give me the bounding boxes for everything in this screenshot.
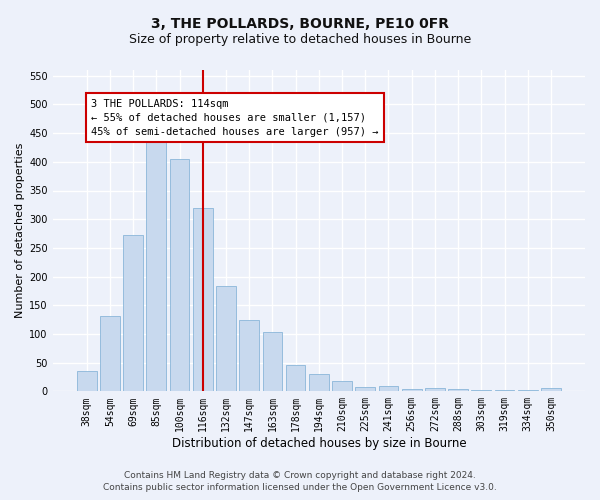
Bar xyxy=(77,371,97,392)
Bar xyxy=(170,159,190,392)
Bar xyxy=(286,365,305,392)
Bar xyxy=(146,142,166,392)
Bar xyxy=(494,390,514,392)
Bar xyxy=(355,386,375,392)
Text: Size of property relative to detached houses in Bourne: Size of property relative to detached ho… xyxy=(129,32,471,46)
Bar xyxy=(309,374,329,392)
Text: 3 THE POLLARDS: 114sqm
← 55% of detached houses are smaller (1,157)
45% of semi-: 3 THE POLLARDS: 114sqm ← 55% of detached… xyxy=(91,98,379,136)
Bar xyxy=(100,316,120,392)
Bar xyxy=(472,390,491,392)
Text: 3, THE POLLARDS, BOURNE, PE10 0FR: 3, THE POLLARDS, BOURNE, PE10 0FR xyxy=(151,18,449,32)
Bar xyxy=(216,286,236,392)
X-axis label: Distribution of detached houses by size in Bourne: Distribution of detached houses by size … xyxy=(172,437,466,450)
Bar xyxy=(193,208,212,392)
Bar xyxy=(541,388,561,392)
Text: Contains HM Land Registry data © Crown copyright and database right 2024.
Contai: Contains HM Land Registry data © Crown c… xyxy=(103,471,497,492)
Bar xyxy=(402,389,422,392)
Bar xyxy=(123,236,143,392)
Bar xyxy=(239,320,259,392)
Bar xyxy=(332,381,352,392)
Bar xyxy=(263,332,282,392)
Bar xyxy=(518,390,538,392)
Bar xyxy=(448,389,468,392)
Bar xyxy=(425,388,445,392)
Y-axis label: Number of detached properties: Number of detached properties xyxy=(15,143,25,318)
Bar xyxy=(379,386,398,392)
